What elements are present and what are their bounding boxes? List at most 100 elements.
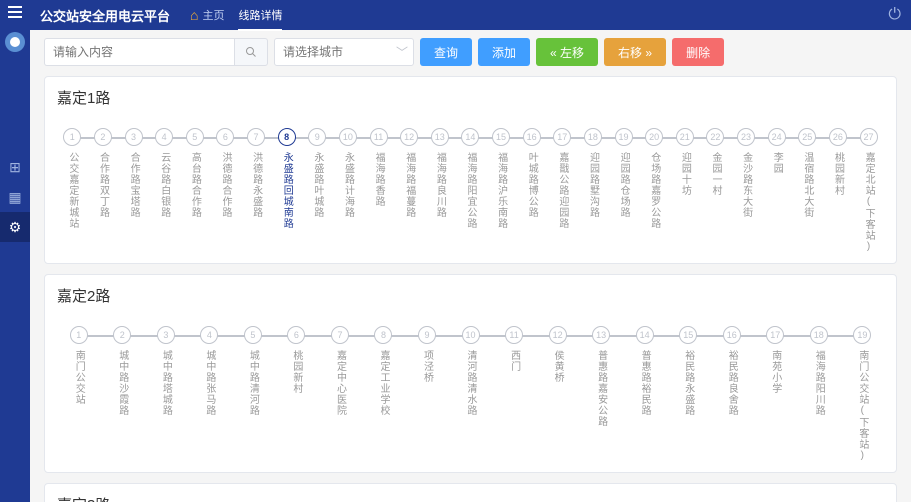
nav-item-0[interactable]: ⊞ bbox=[0, 152, 30, 182]
stop-number: 12 bbox=[400, 128, 418, 146]
query-button[interactable]: 查询 bbox=[420, 38, 472, 66]
stop-number: 16 bbox=[523, 128, 541, 146]
stop[interactable]: 2城中路沙霞路 bbox=[101, 326, 145, 416]
stop[interactable]: 19南门公交站(下客站) bbox=[841, 326, 885, 462]
stop-label: 福海路福蔓路 bbox=[404, 152, 415, 218]
home-icon[interactable]: ⌂ bbox=[190, 7, 198, 23]
stop[interactable]: 10永盛路计海路 bbox=[333, 128, 364, 218]
stop[interactable]: 20仓场路嘉罗公路 bbox=[639, 128, 670, 229]
stop[interactable]: 16叶城路博公路 bbox=[516, 128, 547, 218]
breadcrumb-home[interactable]: 主页 bbox=[202, 7, 224, 23]
stop[interactable]: 11福海路香路 bbox=[363, 128, 394, 207]
stop-number: 8 bbox=[278, 128, 296, 146]
stop[interactable]: 9永盛路叶城路 bbox=[302, 128, 333, 218]
stop-label: 永盛路回城南路 bbox=[281, 152, 292, 229]
stop-number: 25 bbox=[798, 128, 816, 146]
stop[interactable]: 2合作路双丁路 bbox=[88, 128, 119, 218]
stop[interactable]: 12 福海路福蔓路 bbox=[394, 128, 425, 218]
stop[interactable]: 14普惠路裕民路 bbox=[623, 326, 667, 416]
stops-row: 1南门公交站2城中路沙霞路3城中路塔城路4城中路张马路5城中路清河路6桃园新村7… bbox=[57, 326, 884, 462]
stop-label: 侯黄桥 bbox=[552, 350, 563, 383]
stop-number: 4 bbox=[155, 128, 173, 146]
stop-label: 迎园十坊 bbox=[679, 152, 690, 196]
stop-label: 城中路塔城路 bbox=[160, 350, 171, 416]
stop[interactable]: 11西门 bbox=[492, 326, 536, 372]
search-input[interactable] bbox=[44, 38, 234, 66]
left-button[interactable]: « 左移 bbox=[536, 38, 598, 66]
stop[interactable]: 3 城中路塔城路 bbox=[144, 326, 188, 416]
stop-label: 云谷路白银路 bbox=[159, 152, 170, 218]
stop[interactable]: 8嘉定工业学校 bbox=[362, 326, 406, 416]
stop[interactable]: 8 永盛路回城南路 bbox=[271, 128, 302, 229]
city-select[interactable] bbox=[274, 38, 414, 66]
stop[interactable]: 27嘉定北站(下客站) bbox=[853, 128, 884, 253]
stop[interactable]: 4 云谷路白银路 bbox=[149, 128, 180, 218]
stop[interactable]: 10清河路清水路 bbox=[449, 326, 493, 416]
stop-number: 16 bbox=[723, 326, 741, 344]
stop[interactable]: 15福海路沪乐南路 bbox=[486, 128, 517, 229]
stop-number: 18 bbox=[584, 128, 602, 146]
content: ﹀ 查询 添加 « 左移 右移 » 删除 嘉定1路1公交嘉定新城站2合作路双丁路… bbox=[30, 30, 911, 502]
stops-row: 1公交嘉定新城站2合作路双丁路3合作路宝塔路 4 云谷路白银路 5高台路合作路6洪德路… bbox=[57, 128, 884, 253]
avatar[interactable] bbox=[5, 32, 25, 52]
search-button[interactable] bbox=[234, 38, 268, 66]
right-button[interactable]: 右移 » bbox=[604, 38, 666, 66]
stop-label: 嘉定工业学校 bbox=[378, 350, 389, 416]
nav-item-1[interactable]: ▦ bbox=[0, 182, 30, 212]
stop[interactable]: 16 裕民路良舍路 bbox=[710, 326, 754, 416]
stop[interactable]: 17 嘉戬公路迎园路 bbox=[547, 128, 578, 229]
stop[interactable]: 25温宿路北大街 bbox=[792, 128, 823, 218]
stop-number: 9 bbox=[418, 326, 436, 344]
stop-number: 3 bbox=[157, 326, 175, 344]
stop-label: 普惠路裕民路 bbox=[639, 350, 650, 416]
stop[interactable]: 18迎园路墅沟路 bbox=[578, 128, 609, 218]
stop-label: 嘉戬公路迎园路 bbox=[557, 152, 568, 229]
delete-button[interactable]: 删除 bbox=[672, 38, 724, 66]
breadcrumb-current[interactable]: 线路详情 bbox=[238, 7, 282, 31]
stop[interactable]: 3合作路宝塔路 bbox=[118, 128, 149, 218]
stop-number: 1 bbox=[70, 326, 88, 344]
stop[interactable]: 18福海路阳川路 bbox=[797, 326, 841, 416]
stop[interactable]: 1公交嘉定新城站 bbox=[57, 128, 88, 229]
add-button[interactable]: 添加 bbox=[478, 38, 530, 66]
stop-label: 福海路良川路 bbox=[434, 152, 445, 218]
stop[interactable]: 5高台路合作路 bbox=[180, 128, 211, 218]
stop-number: 15 bbox=[492, 128, 510, 146]
stop[interactable]: 24李园 bbox=[761, 128, 792, 174]
stop-label: 永盛路计海路 bbox=[342, 152, 353, 218]
stop-label: 福海路阳宜公路 bbox=[465, 152, 476, 229]
stop-label: 金沙路东大街 bbox=[741, 152, 752, 218]
stop[interactable]: 15裕民路永盛路 bbox=[666, 326, 710, 416]
stop-number: 17 bbox=[553, 128, 571, 146]
stop-number: 27 bbox=[860, 128, 878, 146]
stop[interactable]: 4城中路张马路 bbox=[188, 326, 232, 416]
nav-item-2[interactable]: ⚙ bbox=[0, 212, 30, 242]
stop[interactable]: 6洪德路合作路 bbox=[210, 128, 241, 218]
power-icon[interactable]: ⏻ bbox=[888, 6, 901, 24]
menu-toggle[interactable] bbox=[8, 6, 22, 18]
search-icon bbox=[245, 46, 257, 58]
stop[interactable]: 1南门公交站 bbox=[57, 326, 101, 405]
stop-number: 4 bbox=[200, 326, 218, 344]
stop[interactable]: 5城中路清河路 bbox=[231, 326, 275, 416]
stop-number: 5 bbox=[244, 326, 262, 344]
stop-label: 桃园新村 bbox=[832, 152, 843, 196]
stop-label: 裕民路永盛路 bbox=[683, 350, 694, 416]
stop-label: 裕民路良舍路 bbox=[726, 350, 737, 416]
stop[interactable]: 14 福海路阳宜公路 bbox=[455, 128, 486, 229]
stop[interactable]: 13普惠路嘉安公路 bbox=[579, 326, 623, 427]
stop-label: 桃园新村 bbox=[291, 350, 302, 394]
stop[interactable]: 7洪德路永盛路 bbox=[241, 128, 272, 218]
stop-label: 城中路沙霞路 bbox=[117, 350, 128, 416]
stop[interactable]: 23 金沙路东大街 bbox=[731, 128, 762, 218]
stop[interactable]: 19迎园路仓场路 bbox=[608, 128, 639, 218]
stop-label: 金园一村 bbox=[710, 152, 721, 196]
stop-number: 14 bbox=[461, 128, 479, 146]
route-card: 嘉定2路1南门公交站2城中路沙霞路3城中路塔城路4城中路张马路5城中路清河路6桃… bbox=[44, 274, 897, 473]
stop[interactable]: 13福海路良川路 bbox=[425, 128, 456, 218]
stop-number: 23 bbox=[737, 128, 755, 146]
sidebar: ⊞▦⚙ bbox=[0, 0, 30, 502]
stop-label: 合作路双丁路 bbox=[97, 152, 108, 218]
stop[interactable]: 7嘉定中心医院 bbox=[318, 326, 362, 416]
stop-label: 福海路阳川路 bbox=[813, 350, 824, 416]
